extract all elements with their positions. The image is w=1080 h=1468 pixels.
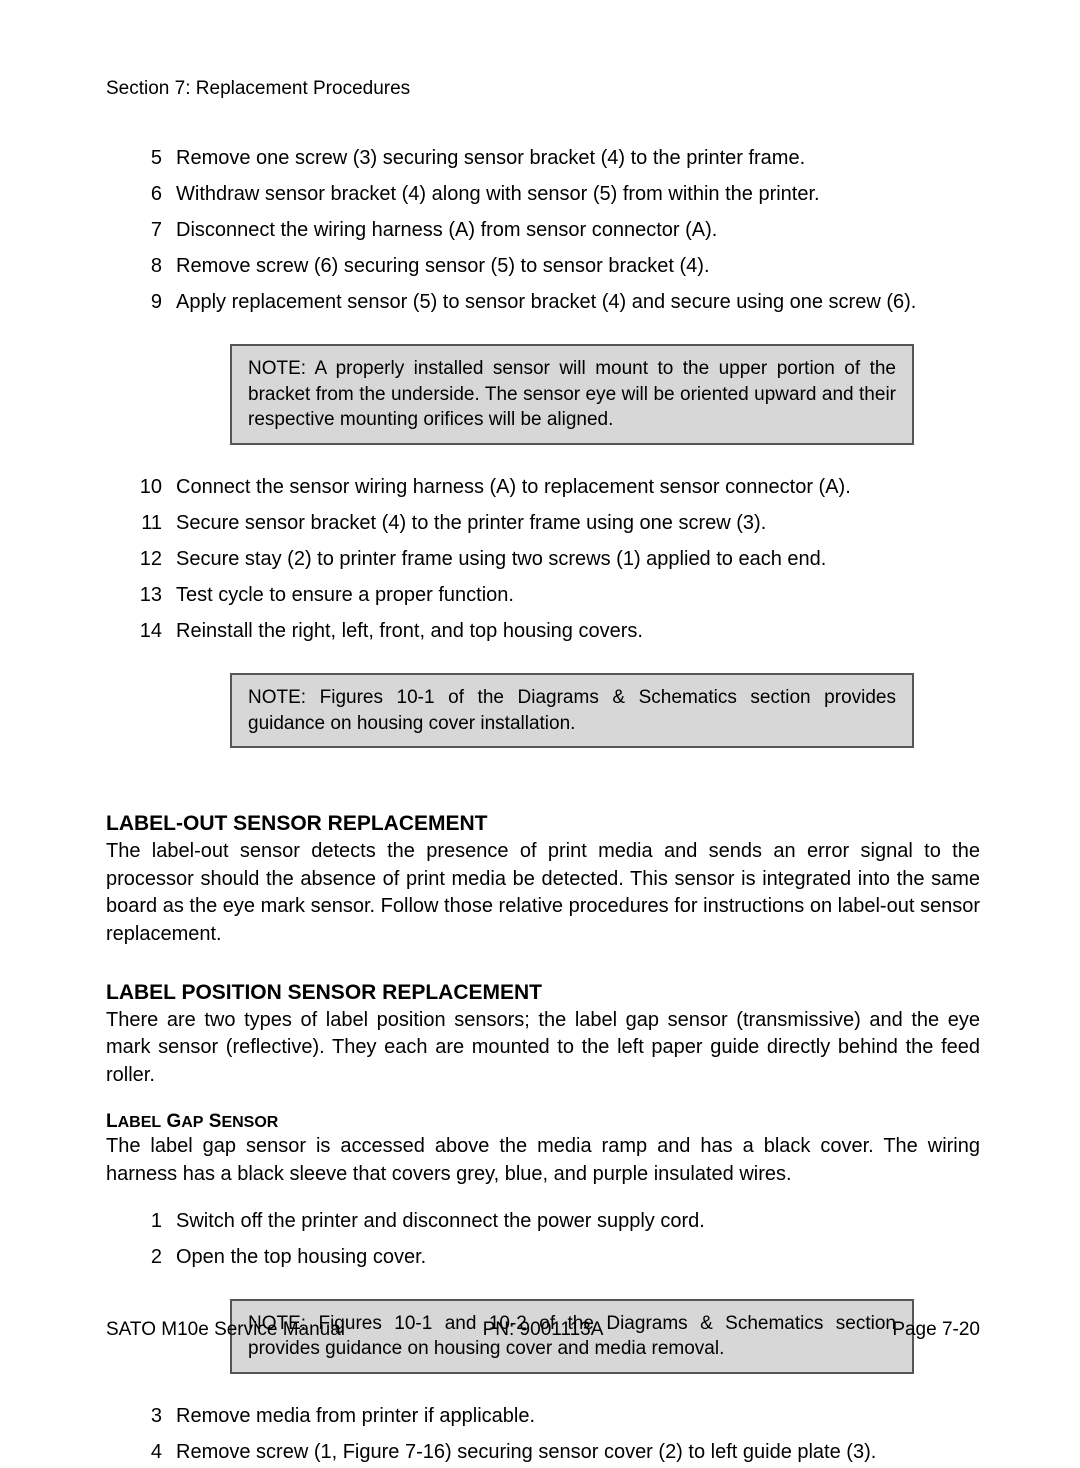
step-text: Switch off the printer and disconnect th… [176, 1205, 980, 1237]
heading-word: GAP [166, 1111, 203, 1132]
list-item: 13Test cycle to ensure a proper function… [124, 579, 980, 611]
step-text: Withdraw sensor bracket (4) along with s… [176, 178, 980, 210]
list-item: 10Connect the sensor wiring harness (A) … [124, 471, 980, 503]
list-item: 6Withdraw sensor bracket (4) along with … [124, 178, 980, 210]
step-number: 2 [124, 1241, 176, 1273]
list-item: 7Disconnect the wiring harness (A) from … [124, 214, 980, 246]
note-box-1: NOTE: A properly installed sensor will m… [230, 344, 914, 445]
step-text: Apply replacement sensor (5) to sensor b… [176, 286, 980, 318]
note-text: NOTE: A properly installed sensor will m… [232, 346, 912, 443]
section-title-labelout: LABEL-OUT SENSOR REPLACEMENT [106, 812, 980, 836]
list-item: 5Remove one screw (3) securing sensor br… [124, 142, 980, 174]
step-number: 7 [124, 214, 176, 246]
step-number: 1 [124, 1205, 176, 1237]
footer-center: PN: 9001113A [106, 1319, 980, 1341]
step-text: Reinstall the right, left, front, and to… [176, 615, 980, 647]
step-number: 8 [124, 250, 176, 282]
section-body-labelout: The label-out sensor detects the presenc… [106, 838, 980, 948]
subheading-labelgap: LABEL GAP SENSOR [106, 1111, 980, 1133]
list-item: 9Apply replacement sensor (5) to sensor … [124, 286, 980, 318]
page-section-header: Section 7: Replacement Procedures [106, 78, 980, 100]
list-item: 3Remove media from printer if applicable… [124, 1400, 980, 1432]
step-number: 3 [124, 1400, 176, 1432]
section-title-labelpos: LABEL POSITION SENSOR REPLACEMENT [106, 981, 980, 1005]
subsection-body-labelgap: The label gap sensor is accessed above t… [106, 1133, 980, 1188]
steps-list-c: 1Switch off the printer and disconnect t… [124, 1205, 980, 1273]
note-text: NOTE: Figures 10-1 of the Diagrams & Sch… [232, 675, 912, 746]
list-item: 14Reinstall the right, left, front, and … [124, 615, 980, 647]
list-item: 12Secure stay (2) to printer frame using… [124, 543, 980, 575]
step-text: Connect the sensor wiring harness (A) to… [176, 471, 980, 503]
step-number: 13 [124, 579, 176, 611]
section-body-labelpos: There are two types of label position se… [106, 1007, 980, 1090]
step-number: 10 [124, 471, 176, 503]
list-item: 8Remove screw (6) securing sensor (5) to… [124, 250, 980, 282]
steps-list-b: 10Connect the sensor wiring harness (A) … [124, 471, 980, 647]
step-text: Open the top housing cover. [176, 1241, 980, 1273]
step-text: Test cycle to ensure a proper function. [176, 579, 980, 611]
page-footer: SATO M10e Service Manual PN: 9001113A Pa… [106, 1319, 980, 1341]
step-number: 11 [124, 507, 176, 539]
step-text: Secure sensor bracket (4) to the printer… [176, 507, 980, 539]
list-item: 1Switch off the printer and disconnect t… [124, 1205, 980, 1237]
steps-list-d: 3Remove media from printer if applicable… [124, 1400, 980, 1468]
step-text: Remove media from printer if applicable. [176, 1400, 980, 1432]
step-number: 4 [124, 1436, 176, 1468]
heading-word: LABEL [106, 1111, 161, 1132]
step-number: 9 [124, 286, 176, 318]
steps-list-a: 5Remove one screw (3) securing sensor br… [124, 142, 980, 318]
step-number: 5 [124, 142, 176, 174]
step-number: 6 [124, 178, 176, 210]
list-item: 11Secure sensor bracket (4) to the print… [124, 507, 980, 539]
list-item: 2Open the top housing cover. [124, 1241, 980, 1273]
step-number: 12 [124, 543, 176, 575]
note-box-2: NOTE: Figures 10-1 of the Diagrams & Sch… [230, 673, 914, 748]
step-text: Remove one screw (3) securing sensor bra… [176, 142, 980, 174]
step-text: Disconnect the wiring harness (A) from s… [176, 214, 980, 246]
step-text: Secure stay (2) to printer frame using t… [176, 543, 980, 575]
step-text: Remove screw (1, Figure 7-16) securing s… [176, 1436, 980, 1468]
step-text: Remove screw (6) securing sensor (5) to … [176, 250, 980, 282]
step-number: 14 [124, 615, 176, 647]
heading-word: SENSOR [209, 1111, 279, 1132]
list-item: 4Remove screw (1, Figure 7-16) securing … [124, 1436, 980, 1468]
